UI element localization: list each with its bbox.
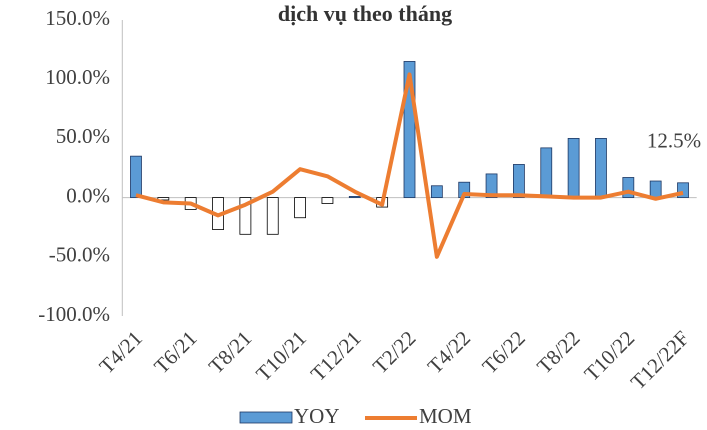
x-tick-label: T4/21: [94, 326, 146, 378]
legend-label: MOM: [419, 404, 472, 428]
bar: [239, 197, 252, 235]
x-tick-label: T10/21: [251, 326, 311, 386]
bar: [649, 180, 662, 199]
bar: [430, 185, 443, 198]
x-tick-label: T8/22: [532, 326, 584, 378]
bar: [595, 137, 607, 198]
y-tick-label: 0.0%: [66, 183, 110, 207]
y-tick-label: -100.0%: [38, 302, 110, 326]
bar: [622, 177, 635, 199]
bar: [321, 197, 334, 204]
x-tick-label: T6/21: [149, 326, 201, 378]
bar: [540, 147, 553, 198]
x-tick-label: T6/22: [477, 326, 529, 378]
bar: [677, 182, 689, 199]
y-tick-label: 50.0%: [56, 124, 110, 148]
bar: [403, 61, 416, 199]
y-tick-label: -50.0%: [49, 243, 110, 267]
x-tick-label: T12/22F: [626, 326, 694, 394]
bar: [513, 164, 525, 198]
bar: [130, 155, 142, 199]
bar: [348, 196, 361, 199]
chart-title: dịch vụ theo tháng: [278, 1, 452, 26]
x-tick-label: T12/21: [306, 326, 366, 386]
y-tick-label: 150.0%: [45, 6, 110, 30]
bar: [485, 173, 498, 198]
bar: [567, 137, 580, 198]
line: [135, 72, 684, 259]
x-tick-label: T4/22: [423, 326, 475, 378]
data-label: 12.5%: [647, 129, 701, 153]
x-tick-label: T8/21: [204, 326, 256, 378]
legend-swatch: [239, 411, 293, 424]
x-tick-label: T2/22: [368, 326, 420, 378]
bar: [294, 197, 306, 219]
bar: [157, 197, 170, 201]
y-tick-label: 100.0%: [45, 65, 110, 89]
legend-label: YOY: [294, 404, 340, 428]
bar: [266, 197, 279, 235]
